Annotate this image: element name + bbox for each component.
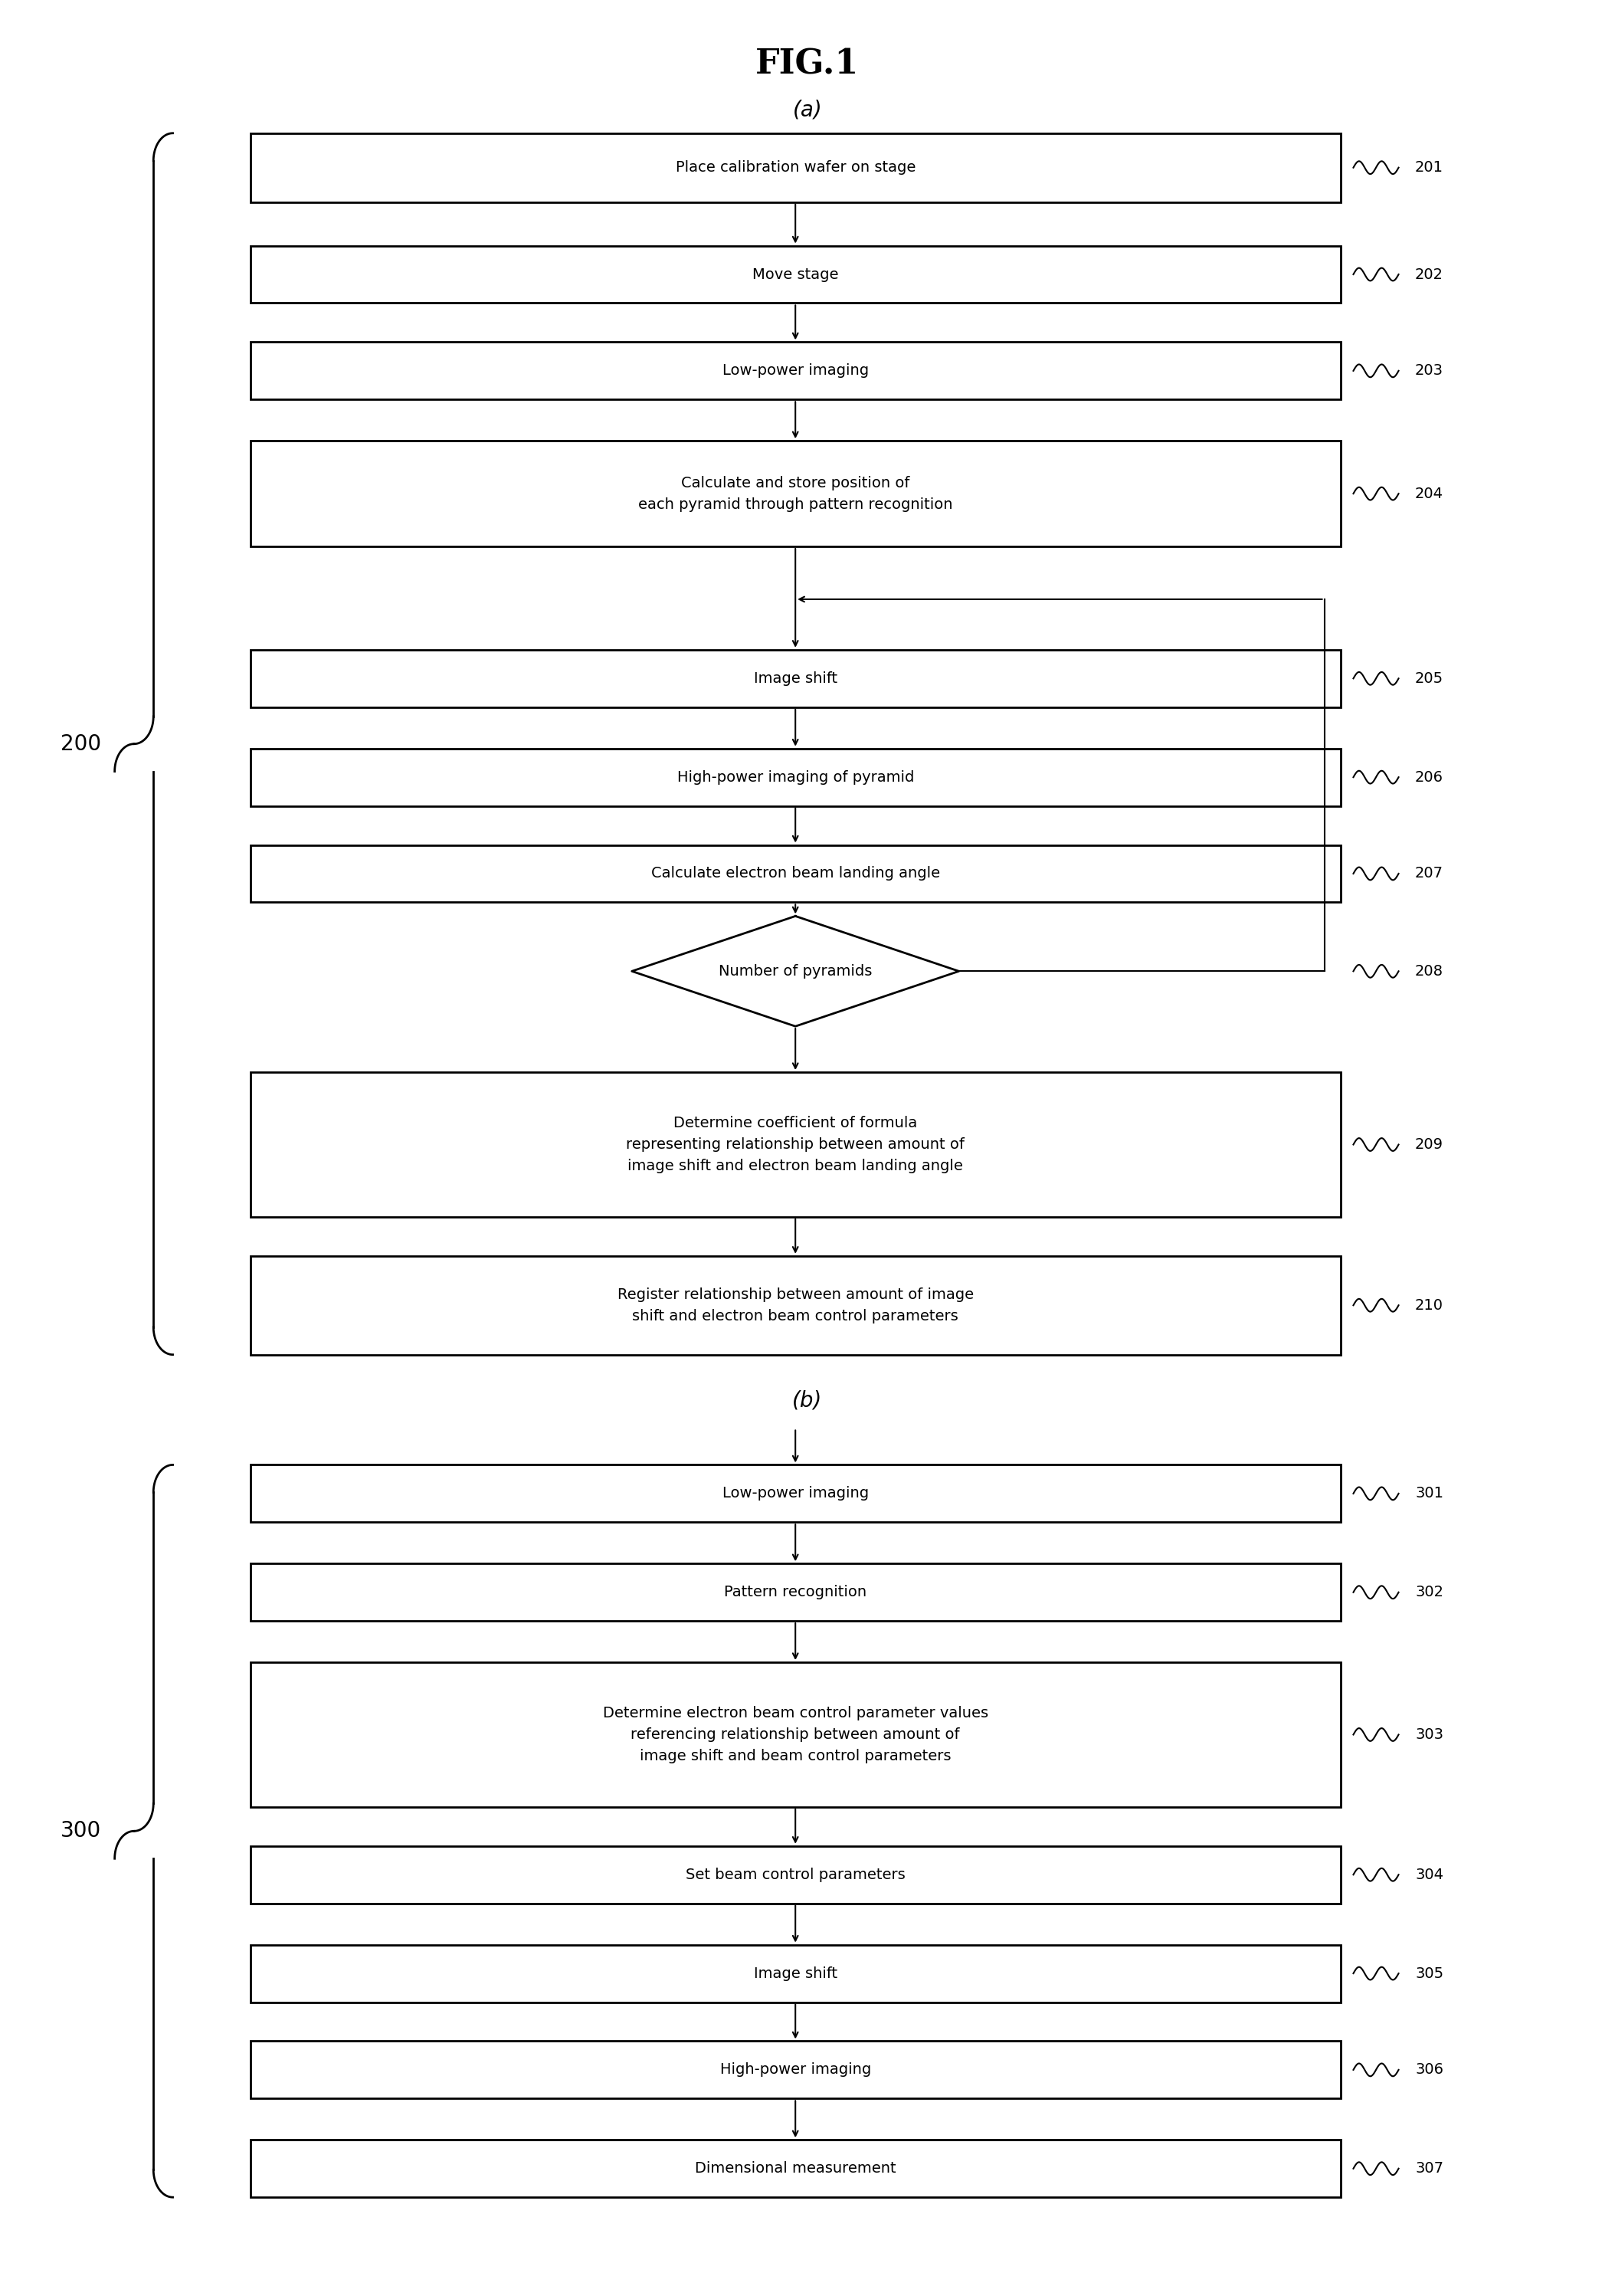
FancyBboxPatch shape [250,845,1340,902]
FancyBboxPatch shape [250,2041,1340,2099]
Text: Image shift: Image shift [754,1965,837,1981]
Text: 302: 302 [1415,1584,1444,1600]
FancyBboxPatch shape [250,1465,1340,1522]
Text: Image shift: Image shift [754,670,837,687]
FancyBboxPatch shape [250,441,1340,546]
FancyBboxPatch shape [250,342,1340,400]
Text: 206: 206 [1415,769,1444,785]
Text: Dimensional measurement: Dimensional measurement [694,2161,896,2177]
Text: (b): (b) [793,1389,822,1412]
Text: 300: 300 [60,1821,102,1841]
Text: Low-power imaging: Low-power imaging [722,1486,869,1502]
FancyBboxPatch shape [250,1945,1340,2002]
Text: 304: 304 [1415,1867,1444,1883]
Text: Low-power imaging: Low-power imaging [722,363,869,379]
Text: Move stage: Move stage [753,266,838,282]
Text: 203: 203 [1415,363,1444,379]
Text: FIG.1: FIG.1 [756,48,859,80]
Text: (a): (a) [793,99,822,122]
Text: 208: 208 [1415,964,1444,978]
Text: 200: 200 [60,732,102,755]
FancyBboxPatch shape [250,1072,1340,1217]
Text: 201: 201 [1415,161,1444,174]
FancyBboxPatch shape [250,1662,1340,1807]
FancyBboxPatch shape [250,650,1340,707]
Text: Set beam control parameters: Set beam control parameters [685,1867,906,1883]
Polygon shape [631,916,959,1026]
Text: 306: 306 [1415,2062,1444,2078]
Text: High-power imaging: High-power imaging [720,2062,870,2078]
Text: Register relationship between amount of image
shift and electron beam control pa: Register relationship between amount of … [617,1288,974,1322]
Text: 305: 305 [1415,1965,1444,1981]
Text: Calculate and store position of
each pyramid through pattern recognition: Calculate and store position of each pyr… [638,475,953,512]
Text: 207: 207 [1415,866,1444,882]
Text: 202: 202 [1415,266,1444,282]
Text: 209: 209 [1415,1137,1444,1153]
Text: Determine coefficient of formula
representing relationship between amount of
ima: Determine coefficient of formula represe… [627,1116,964,1173]
Text: High-power imaging of pyramid: High-power imaging of pyramid [677,769,914,785]
FancyBboxPatch shape [250,1256,1340,1355]
Text: Number of pyramids: Number of pyramids [719,964,872,978]
FancyBboxPatch shape [250,748,1340,806]
Text: 307: 307 [1415,2161,1444,2177]
Text: 301: 301 [1415,1486,1444,1502]
FancyBboxPatch shape [250,2140,1340,2197]
Text: 210: 210 [1415,1297,1444,1313]
FancyBboxPatch shape [250,1564,1340,1621]
FancyBboxPatch shape [250,1846,1340,1903]
Text: Determine electron beam control parameter values
referencing relationship betwee: Determine electron beam control paramete… [602,1706,988,1763]
Text: Place calibration wafer on stage: Place calibration wafer on stage [675,161,916,174]
Text: 303: 303 [1415,1727,1444,1743]
Text: Calculate electron beam landing angle: Calculate electron beam landing angle [651,866,940,882]
Text: 205: 205 [1415,670,1444,687]
Text: 204: 204 [1415,487,1444,501]
Text: Pattern recognition: Pattern recognition [724,1584,867,1600]
FancyBboxPatch shape [250,246,1340,303]
FancyBboxPatch shape [250,133,1340,202]
